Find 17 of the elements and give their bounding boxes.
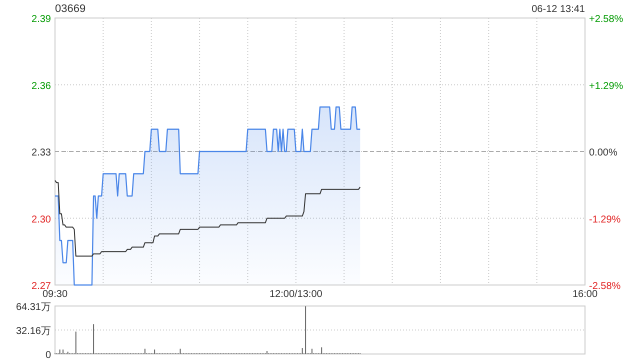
x-tick-label: 09:30 xyxy=(42,289,68,300)
x-tick-label: 12:00/13:00 xyxy=(269,289,323,300)
y-tick-label: 2.30 xyxy=(32,214,52,226)
y-tick-label: 2.39 xyxy=(32,14,52,25)
chart-title: 03669 xyxy=(55,3,86,15)
y-tick-label: 2.36 xyxy=(32,80,52,92)
y2-tick-label: 0.00% xyxy=(589,148,618,158)
y2-tick-label: +1.29% xyxy=(589,80,624,92)
y-tick-label: 64.31万 xyxy=(16,302,51,313)
y-tick-label: 32.16万 xyxy=(16,326,51,337)
y2-tick-label: -1.29% xyxy=(589,214,621,226)
line-series xyxy=(54,180,361,257)
chart-subtitle: 06-12 13:41 xyxy=(532,4,586,15)
y-tick-label: 2.33 xyxy=(32,148,52,158)
y-tick-label: 0 xyxy=(45,350,52,360)
x-tick-label: 16:00 xyxy=(572,289,598,300)
y2-tick-label: +2.58% xyxy=(589,14,624,25)
